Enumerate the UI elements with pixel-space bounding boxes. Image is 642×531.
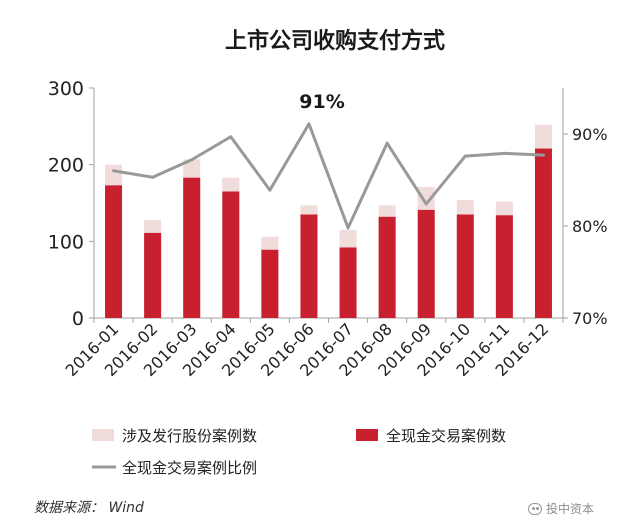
bar-all-cash xyxy=(378,216,396,318)
legend-swatch xyxy=(356,429,378,441)
bar-all-cash xyxy=(534,148,552,318)
line-all-cash-ratio xyxy=(113,122,544,230)
watermark-text: 投中资本 xyxy=(546,502,595,516)
y-right-tick-label: 90% xyxy=(572,125,608,144)
plot-area: 010020030070%80%90%2016-012016-022016-03… xyxy=(48,78,608,380)
line-point xyxy=(346,226,350,230)
legend-label: 全现金交易案例比例 xyxy=(122,459,257,477)
y-right-tick-label: 80% xyxy=(572,217,608,236)
source-note: 数据来源： Wind xyxy=(34,500,144,516)
watermark: 投中资本 xyxy=(528,500,594,517)
line-point xyxy=(307,122,311,126)
line-point xyxy=(502,151,506,155)
legend-label: 全现金交易案例数 xyxy=(386,427,506,445)
bar-all-cash xyxy=(222,191,240,318)
line-point xyxy=(268,188,272,192)
y-left-tick-label: 200 xyxy=(48,155,84,177)
bar-all-cash xyxy=(105,185,123,318)
bar-all-cash xyxy=(300,214,318,318)
line-point xyxy=(541,153,545,157)
bar-all-cash xyxy=(183,177,201,318)
peak-annotation: 91% xyxy=(299,91,344,113)
line-point xyxy=(112,169,116,173)
line-point xyxy=(229,135,233,139)
y-left-tick-label: 0 xyxy=(72,308,84,330)
bar-all-cash xyxy=(417,209,435,318)
legend-swatch xyxy=(92,429,114,441)
bar-all-cash xyxy=(261,249,279,318)
line-point xyxy=(424,202,428,206)
bar-all-cash xyxy=(456,214,474,318)
line-point xyxy=(463,154,467,158)
chart-title: 上市公司收购支付方式 xyxy=(225,28,445,54)
line-point xyxy=(151,175,155,179)
wechat-icon xyxy=(528,502,542,515)
line-point xyxy=(190,158,194,162)
legend-label: 涉及发行股份案例数 xyxy=(122,427,257,445)
bar-all-cash xyxy=(495,215,513,318)
y-left-tick-label: 100 xyxy=(48,231,84,253)
bar-all-cash xyxy=(144,232,162,318)
y-left-tick-label: 300 xyxy=(48,78,84,100)
line-point xyxy=(385,141,389,145)
bar-all-cash xyxy=(339,247,357,318)
y-right-tick-label: 70% xyxy=(572,309,608,328)
